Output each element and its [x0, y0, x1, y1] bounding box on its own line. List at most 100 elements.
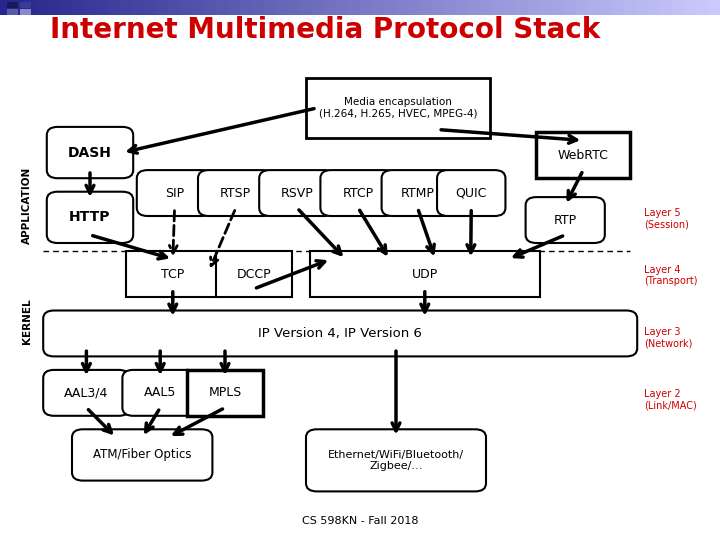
Text: MPLS: MPLS	[208, 386, 242, 400]
FancyBboxPatch shape	[552, 0, 564, 15]
Text: AAL3/4: AAL3/4	[64, 386, 109, 400]
Text: Layer 2
(Link/MAC): Layer 2 (Link/MAC)	[644, 389, 697, 410]
FancyBboxPatch shape	[432, 0, 444, 15]
FancyBboxPatch shape	[576, 0, 588, 15]
FancyBboxPatch shape	[252, 0, 264, 15]
FancyBboxPatch shape	[310, 251, 540, 297]
FancyBboxPatch shape	[360, 0, 372, 15]
Text: ATM/Fiber Optics: ATM/Fiber Optics	[93, 448, 192, 462]
Text: Ethernet/WiFi/Bluetooth/
Zigbee/…: Ethernet/WiFi/Bluetooth/ Zigbee/…	[328, 449, 464, 471]
FancyBboxPatch shape	[480, 0, 492, 15]
FancyBboxPatch shape	[156, 0, 168, 15]
FancyBboxPatch shape	[122, 370, 198, 416]
FancyBboxPatch shape	[96, 0, 108, 15]
FancyBboxPatch shape	[540, 0, 552, 15]
FancyBboxPatch shape	[216, 251, 292, 297]
FancyBboxPatch shape	[684, 0, 696, 15]
FancyBboxPatch shape	[259, 170, 335, 216]
Text: AAL5: AAL5	[144, 386, 176, 400]
FancyBboxPatch shape	[72, 429, 212, 481]
Text: WebRTC: WebRTC	[558, 148, 608, 162]
FancyBboxPatch shape	[120, 0, 132, 15]
FancyBboxPatch shape	[526, 197, 605, 243]
FancyBboxPatch shape	[7, 9, 18, 15]
FancyBboxPatch shape	[24, 0, 36, 15]
FancyBboxPatch shape	[187, 370, 263, 416]
FancyBboxPatch shape	[660, 0, 672, 15]
FancyBboxPatch shape	[696, 0, 708, 15]
FancyBboxPatch shape	[180, 0, 192, 15]
FancyBboxPatch shape	[108, 0, 120, 15]
FancyBboxPatch shape	[60, 0, 72, 15]
Text: RTP: RTP	[554, 213, 577, 227]
Text: QUIC: QUIC	[456, 186, 487, 200]
Text: Internet Multimedia Protocol Stack: Internet Multimedia Protocol Stack	[50, 16, 600, 44]
FancyBboxPatch shape	[228, 0, 240, 15]
FancyBboxPatch shape	[20, 9, 31, 15]
Text: IP Version 4, IP Version 6: IP Version 4, IP Version 6	[258, 327, 422, 340]
FancyBboxPatch shape	[192, 0, 204, 15]
Text: RSVP: RSVP	[281, 186, 313, 200]
Text: DASH: DASH	[68, 146, 112, 159]
Text: Layer 3
(Network): Layer 3 (Network)	[644, 327, 693, 348]
FancyBboxPatch shape	[168, 0, 180, 15]
FancyBboxPatch shape	[320, 170, 396, 216]
FancyBboxPatch shape	[43, 310, 637, 356]
Text: Media encapsulation
(H.264, H.265, HVEC, MPEG-4): Media encapsulation (H.264, H.265, HVEC,…	[318, 97, 477, 119]
FancyBboxPatch shape	[312, 0, 324, 15]
FancyBboxPatch shape	[84, 0, 96, 15]
FancyBboxPatch shape	[708, 0, 720, 15]
FancyBboxPatch shape	[396, 0, 408, 15]
FancyBboxPatch shape	[43, 370, 130, 416]
FancyBboxPatch shape	[437, 170, 505, 216]
Text: RTMP: RTMP	[400, 186, 435, 200]
Text: RTSP: RTSP	[220, 186, 251, 200]
FancyBboxPatch shape	[564, 0, 576, 15]
FancyBboxPatch shape	[516, 0, 528, 15]
Text: CS 598KN - Fall 2018: CS 598KN - Fall 2018	[302, 516, 418, 526]
Text: SIP: SIP	[165, 186, 184, 200]
FancyBboxPatch shape	[612, 0, 624, 15]
FancyBboxPatch shape	[492, 0, 504, 15]
FancyBboxPatch shape	[348, 0, 360, 15]
FancyBboxPatch shape	[132, 0, 144, 15]
FancyBboxPatch shape	[324, 0, 336, 15]
FancyBboxPatch shape	[0, 0, 12, 15]
Text: HTTP: HTTP	[69, 211, 111, 224]
FancyBboxPatch shape	[198, 170, 274, 216]
Text: TCP: TCP	[161, 267, 184, 281]
Text: Layer 4
(Transport): Layer 4 (Transport)	[644, 265, 698, 286]
Text: DCCP: DCCP	[236, 267, 271, 281]
FancyBboxPatch shape	[306, 429, 486, 491]
FancyBboxPatch shape	[672, 0, 684, 15]
FancyBboxPatch shape	[588, 0, 600, 15]
FancyBboxPatch shape	[648, 0, 660, 15]
FancyBboxPatch shape	[288, 0, 300, 15]
FancyBboxPatch shape	[126, 251, 220, 297]
FancyBboxPatch shape	[624, 0, 636, 15]
FancyBboxPatch shape	[137, 170, 212, 216]
FancyBboxPatch shape	[636, 0, 648, 15]
FancyBboxPatch shape	[372, 0, 384, 15]
FancyBboxPatch shape	[300, 0, 312, 15]
FancyBboxPatch shape	[204, 0, 216, 15]
FancyBboxPatch shape	[384, 0, 396, 15]
FancyBboxPatch shape	[144, 0, 156, 15]
Text: RTCP: RTCP	[343, 186, 374, 200]
Text: UDP: UDP	[412, 267, 438, 281]
Text: KERNEL: KERNEL	[22, 299, 32, 344]
FancyBboxPatch shape	[240, 0, 252, 15]
FancyBboxPatch shape	[216, 0, 228, 15]
FancyBboxPatch shape	[7, 2, 18, 8]
FancyBboxPatch shape	[528, 0, 540, 15]
FancyBboxPatch shape	[36, 0, 48, 15]
FancyBboxPatch shape	[504, 0, 516, 15]
FancyBboxPatch shape	[444, 0, 456, 15]
FancyBboxPatch shape	[536, 132, 630, 178]
FancyBboxPatch shape	[12, 0, 24, 15]
FancyBboxPatch shape	[468, 0, 480, 15]
FancyBboxPatch shape	[48, 0, 60, 15]
FancyBboxPatch shape	[420, 0, 432, 15]
FancyBboxPatch shape	[306, 78, 490, 138]
FancyBboxPatch shape	[47, 192, 133, 243]
